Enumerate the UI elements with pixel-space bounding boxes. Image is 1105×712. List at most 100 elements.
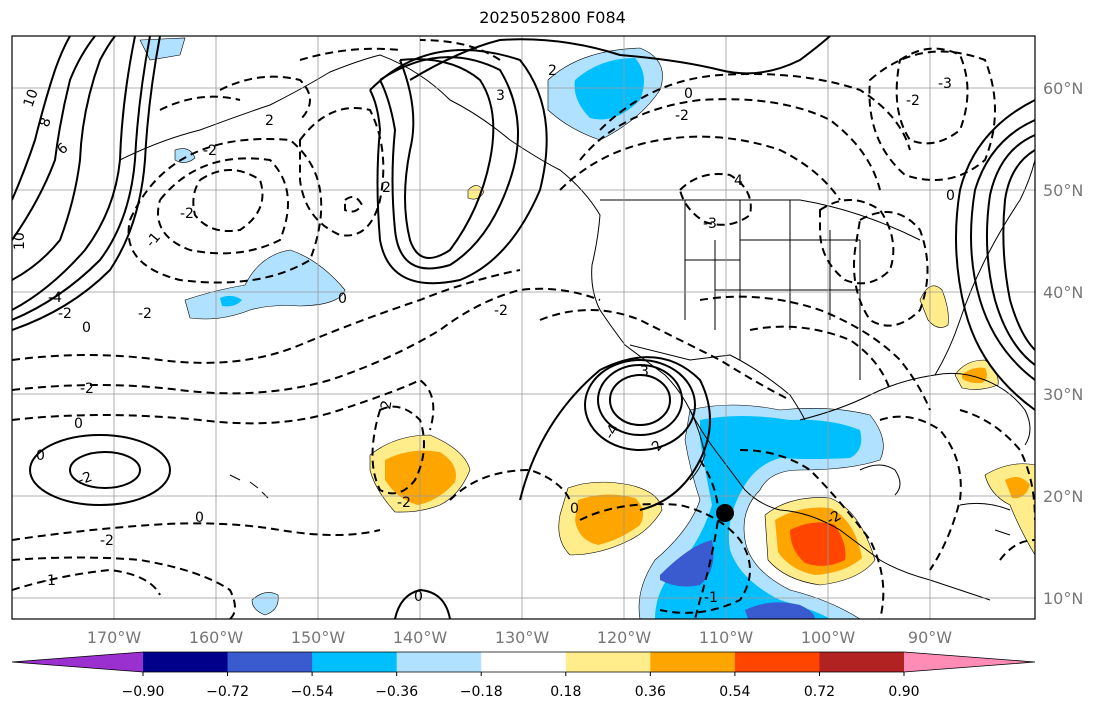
shade-pos-atlantic <box>984 463 1035 556</box>
contour-dash-16 <box>819 199 895 285</box>
contour-label: 8 <box>37 116 55 130</box>
contour-label: -2 <box>675 108 689 124</box>
contour-label: 3 <box>640 364 649 380</box>
shade-neg-pacific-mid <box>184 249 346 320</box>
caribbean-islands <box>959 502 1011 536</box>
border-us-canada <box>600 199 921 241</box>
contour-label: -4 <box>48 290 62 306</box>
contour-east-trough-2 <box>985 134 1035 366</box>
colorbar-tick-label: −0.36 <box>375 684 418 700</box>
shade-neg-gulf-alaska-core <box>574 58 644 120</box>
contour-label: -2 <box>100 533 114 549</box>
colorbar-tick-label: −0.54 <box>291 684 334 700</box>
colorbar <box>11 651 1036 673</box>
shade-pos-florida-core <box>962 367 987 384</box>
contour-label: -2 <box>824 508 844 529</box>
contour-label: -1 <box>704 590 718 606</box>
contour-label: 0 <box>570 501 579 517</box>
contour-dash-11 <box>344 195 364 213</box>
contour-dash-14 <box>599 73 911 151</box>
colorbar-extend-high <box>904 652 1035 672</box>
lat-label: 30°N <box>1043 385 1083 404</box>
contour-west-ridge-2 <box>12 36 161 331</box>
lon-label: 100°W <box>801 628 856 647</box>
state-lines <box>684 200 861 380</box>
lon-label: 170°W <box>87 628 142 647</box>
contour-label: 0 <box>946 188 955 204</box>
lon-label: 90°W <box>908 628 952 647</box>
shade-neg-small-b <box>251 592 279 616</box>
longitude-axis: 170°W 160°W 150°W 140°W 130°W 120°W 110°… <box>87 628 952 647</box>
contour-dash-15 <box>679 173 752 226</box>
colorbar-segment <box>396 652 482 672</box>
contour-dash-8 <box>157 157 289 255</box>
contour-pacific-high-2 <box>29 434 172 506</box>
contour-west-ridge-5 <box>12 36 71 201</box>
contour-dash-25 <box>579 503 751 614</box>
contour-dash-1 <box>12 287 601 395</box>
coast-north-america-west <box>591 214 991 601</box>
contour-dash-33 <box>219 75 311 121</box>
border-us-mexico <box>629 344 806 421</box>
station-dot-marker <box>716 504 734 522</box>
solid-contours <box>12 36 1035 619</box>
lat-label: 40°N <box>1043 283 1083 302</box>
colorbar-segment <box>481 652 567 672</box>
contour-label: 0 <box>36 448 45 464</box>
lon-label: 160°W <box>189 628 244 647</box>
contour-dash-24 <box>449 468 571 501</box>
contour-dash-22 <box>749 325 891 391</box>
contour-label: -3 <box>938 76 952 92</box>
contour-label: -2 <box>138 306 152 322</box>
contour-label: 4 <box>734 173 743 189</box>
shade-neg-mexico-core <box>660 540 714 587</box>
contour-dash-30 <box>999 539 1035 561</box>
shade-neg-pacific-mid-core <box>220 295 242 307</box>
contour-dash-26 <box>694 459 720 619</box>
contour-dash-10 <box>299 107 385 237</box>
contour-dash-17 <box>853 211 929 327</box>
contour-dash-34 <box>159 95 241 111</box>
contour-dash-32 <box>299 47 401 61</box>
shade-pos-pacific-east-core <box>575 494 644 545</box>
colorbar-segment <box>819 652 905 672</box>
contour-label: -2 <box>397 495 411 511</box>
contour-label: -2 <box>80 381 94 397</box>
gridlines <box>12 36 1035 619</box>
map-frame <box>11 35 1036 620</box>
colorbar-tick-label: 0.36 <box>635 684 666 700</box>
map-title: 2025052800 F084 <box>479 8 626 27</box>
colorbar-labels: −0.90 −0.72 −0.54 −0.36 −0.18 0.18 0.36 0.54 0.7… <box>122 672 920 700</box>
contour-trough-alaska-2 <box>379 56 519 270</box>
colorbar-segment <box>143 652 229 672</box>
contour-cutoff-low-2 <box>597 364 684 436</box>
contour-dash-9 <box>127 138 323 284</box>
lat-label: 20°N <box>1043 487 1083 506</box>
lat-label: 60°N <box>1043 79 1083 98</box>
contour-dash-23 <box>371 405 425 495</box>
contour-label: 0 <box>195 510 204 526</box>
contour-label: -2 <box>494 303 508 319</box>
contour-label: 2 <box>265 113 274 129</box>
coast-gulf-mexico <box>799 372 1031 446</box>
contour-label: 0 <box>338 291 347 307</box>
contour-label: -3 <box>703 216 717 232</box>
contour-dash-7 <box>192 169 264 232</box>
colorbar-tick-label: −0.72 <box>206 684 249 700</box>
contour-label: -2 <box>203 143 217 159</box>
shade-pos-great-lakes <box>919 285 949 328</box>
latitude-axis: 60°N 50°N 40°N 30°N 20°N 10°N <box>1043 79 1083 608</box>
contour-label: 0 <box>74 416 83 432</box>
contour-dash-19 <box>868 50 996 181</box>
contour-trough-alaska-3 <box>369 49 548 285</box>
contour-trough-alaska-1 <box>399 58 495 259</box>
colorbar-tick-label: 0.90 <box>888 684 919 700</box>
contour-dash-20 <box>539 309 791 401</box>
contour-label: -2 <box>58 306 72 322</box>
colorbar-segment <box>227 652 313 672</box>
contour-label: 2 <box>378 399 395 411</box>
shade-neg-mexico-core-b <box>745 602 815 619</box>
contour-label: -2 <box>76 469 95 489</box>
contour-cutoff-low-1 <box>609 374 672 426</box>
contour-label: 10 <box>12 232 28 250</box>
